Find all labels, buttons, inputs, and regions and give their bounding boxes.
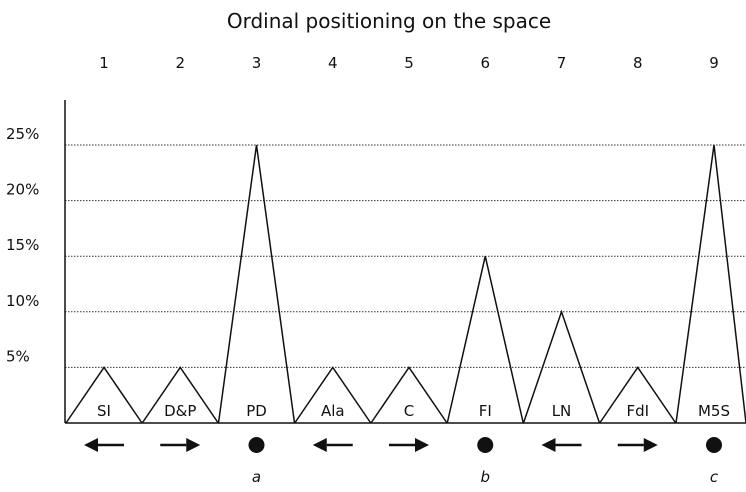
arrow-right-icon bbox=[617, 438, 658, 452]
arrow-right-icon bbox=[389, 438, 429, 452]
peak-label: FI bbox=[479, 402, 492, 420]
x-tick-label: 7 bbox=[557, 54, 567, 72]
position-markers bbox=[84, 437, 722, 453]
arrow-right-icon bbox=[160, 438, 201, 452]
x-tick-label: 2 bbox=[175, 54, 185, 72]
dot-label: b bbox=[480, 468, 490, 486]
series-group bbox=[65, 144, 746, 424]
x-tick-label: 3 bbox=[252, 54, 262, 72]
y-tick-labels: 5% 10% 15% 20% 25% bbox=[6, 125, 39, 365]
x-tick-label: 9 bbox=[709, 54, 719, 72]
peak-label: PD bbox=[246, 402, 267, 420]
y-tick-label: 20% bbox=[6, 181, 39, 199]
arrow-left-icon bbox=[312, 438, 353, 452]
x-tick-label: 6 bbox=[480, 54, 490, 72]
peak-triangle bbox=[217, 144, 296, 424]
peak-label: LN bbox=[552, 402, 572, 420]
axis-lines bbox=[64, 100, 746, 424]
x-tick-labels: 1 2 3 4 5 6 7 8 9 bbox=[99, 54, 719, 72]
peak-triangle bbox=[294, 366, 372, 424]
arrow-left-icon bbox=[84, 438, 124, 452]
peak-triangle bbox=[65, 366, 143, 424]
peak-triangle bbox=[675, 144, 746, 424]
peak-label: SI bbox=[97, 402, 111, 420]
dot-marker-icon bbox=[248, 437, 265, 453]
x-tick-label: 4 bbox=[328, 54, 338, 72]
peak-labels: SI D&P PD Ala C FI LN FdI M5S bbox=[97, 402, 730, 420]
grid-lines bbox=[65, 144, 746, 368]
dot-labels: a b c bbox=[252, 468, 719, 486]
y-tick-label: 15% bbox=[6, 236, 39, 254]
peak-triangle bbox=[599, 366, 677, 424]
peak-label: Ala bbox=[321, 402, 345, 420]
arrow-left-icon bbox=[541, 438, 582, 452]
x-tick-label: 1 bbox=[99, 54, 109, 72]
peak-triangle bbox=[446, 256, 524, 424]
peak-triangle bbox=[522, 309, 601, 424]
dot-marker-icon bbox=[706, 437, 722, 453]
y-tick-label: 10% bbox=[6, 292, 39, 310]
dot-label: c bbox=[710, 468, 719, 486]
y-tick-label: 25% bbox=[6, 125, 39, 143]
x-tick-label: 8 bbox=[633, 54, 643, 72]
peak-label: D&P bbox=[164, 402, 196, 420]
chart-title: Ordinal positioning on the space bbox=[227, 9, 551, 33]
peak-label: C bbox=[404, 402, 414, 420]
peak-triangle bbox=[370, 366, 448, 424]
dot-label: a bbox=[252, 468, 261, 486]
peak-label: FdI bbox=[626, 402, 649, 420]
x-tick-label: 5 bbox=[404, 54, 414, 72]
peak-triangle bbox=[141, 366, 219, 424]
dot-marker-icon bbox=[477, 437, 494, 453]
peak-label: M5S bbox=[698, 402, 730, 420]
y-tick-label: 5% bbox=[6, 347, 30, 365]
